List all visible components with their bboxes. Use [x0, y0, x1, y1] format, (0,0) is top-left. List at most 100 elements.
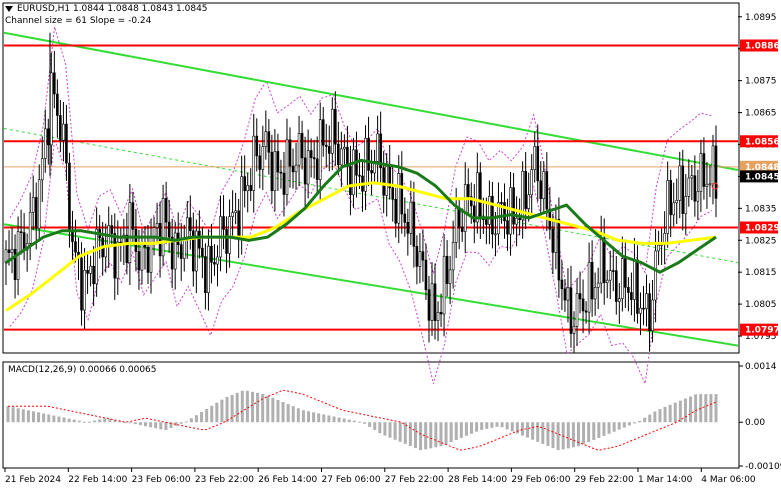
- macd-bar: [485, 422, 489, 429]
- candle-body: [563, 288, 567, 301]
- candle-body: [161, 198, 165, 257]
- candle-body: [237, 210, 240, 238]
- candle-body: [651, 299, 654, 331]
- candle-body: [246, 185, 250, 192]
- candle: [618, 283, 621, 324]
- candle: [602, 218, 606, 305]
- candle: [472, 184, 476, 244]
- candle-body: [708, 183, 712, 186]
- macd-label: MACD(12,26,9) 0.00066 0.00065: [8, 365, 157, 375]
- candle-body: [31, 197, 35, 213]
- candle-body: [167, 221, 171, 238]
- candle-body: [412, 201, 416, 247]
- candle-body: [376, 133, 379, 162]
- candle: [397, 155, 401, 243]
- macd-bar: [541, 422, 545, 444]
- candle-body: [279, 171, 283, 174]
- candle: [225, 216, 228, 274]
- candle-body: [648, 293, 651, 331]
- candle: [330, 97, 334, 171]
- candle: [59, 99, 62, 152]
- candle-body: [602, 237, 606, 283]
- candle: [394, 187, 398, 238]
- candle-body: [285, 139, 289, 195]
- candle: [714, 125, 718, 218]
- candle: [578, 271, 582, 314]
- candle-body: [370, 170, 373, 174]
- candle: [213, 244, 216, 276]
- macd-bar: [531, 422, 535, 440]
- candle-body: [512, 187, 515, 225]
- candle-body: [309, 150, 313, 158]
- macd-bar: [597, 422, 601, 438]
- candle-body: [349, 166, 352, 196]
- macd-bar: [276, 399, 280, 423]
- candle-body: [146, 247, 150, 273]
- price-marker-box: [740, 221, 778, 234]
- macd-bar: [449, 422, 453, 443]
- candle: [95, 207, 98, 297]
- macd-bar: [403, 422, 407, 444]
- candle: [204, 243, 207, 310]
- candle-body: [624, 258, 627, 288]
- candle-body: [472, 205, 476, 223]
- candle-body: [110, 225, 114, 234]
- candle: [327, 125, 331, 172]
- candle-body: [409, 201, 413, 234]
- macd-bar: [103, 418, 107, 423]
- candle-body: [367, 138, 370, 171]
- candle-body: [198, 230, 201, 249]
- candle-body: [545, 171, 549, 210]
- macd-bar: [592, 422, 596, 441]
- candle-body: [403, 213, 407, 223]
- candle-body: [7, 249, 11, 253]
- candle: [334, 91, 337, 166]
- dropdown-triangle-icon[interactable]: [5, 5, 13, 12]
- macd-bar: [556, 422, 560, 451]
- candle-body: [669, 180, 672, 216]
- candle: [261, 125, 265, 191]
- candle: [279, 159, 283, 189]
- candle-body: [639, 307, 642, 314]
- macd-bar: [408, 422, 412, 447]
- candle-body: [134, 229, 138, 252]
- candle-body: [539, 180, 543, 199]
- candle: [83, 248, 86, 329]
- time-tick-label: 23 Feb 22:00: [195, 475, 254, 485]
- candle-body: [524, 171, 527, 209]
- macd-bar: [714, 394, 718, 423]
- candlesticks: [4, 32, 718, 354]
- candle-body: [391, 187, 395, 200]
- candle: [587, 242, 591, 334]
- candle-body: [243, 176, 246, 192]
- price-marker-box: [740, 39, 778, 52]
- candle: [681, 149, 685, 231]
- macd-bar: [98, 419, 102, 423]
- macd-bar: [138, 422, 142, 426]
- candle: [418, 233, 422, 284]
- candle: [92, 246, 95, 307]
- ma-slow-line: [5, 181, 717, 312]
- candle-body: [46, 128, 50, 146]
- macd-bar: [633, 422, 637, 424]
- macd-bar: [520, 422, 524, 436]
- macd-bar: [21, 409, 25, 423]
- candle-body: [288, 139, 292, 167]
- candle-body: [10, 249, 14, 253]
- candle: [128, 183, 132, 286]
- macd-bar: [16, 408, 20, 423]
- candle-body: [672, 202, 676, 216]
- candle-body: [608, 270, 612, 281]
- macd-bar: [113, 419, 117, 423]
- candle: [137, 229, 141, 290]
- macd-bar: [184, 421, 188, 423]
- candle-body: [491, 196, 494, 235]
- candle-body: [421, 251, 425, 261]
- candle-body: [442, 255, 446, 315]
- candle-body: [22, 232, 26, 251]
- price-tick-label: 1.0815: [745, 268, 777, 278]
- alert-circle-icon[interactable]: [711, 182, 719, 190]
- candle-body: [327, 146, 331, 154]
- candle: [424, 243, 428, 301]
